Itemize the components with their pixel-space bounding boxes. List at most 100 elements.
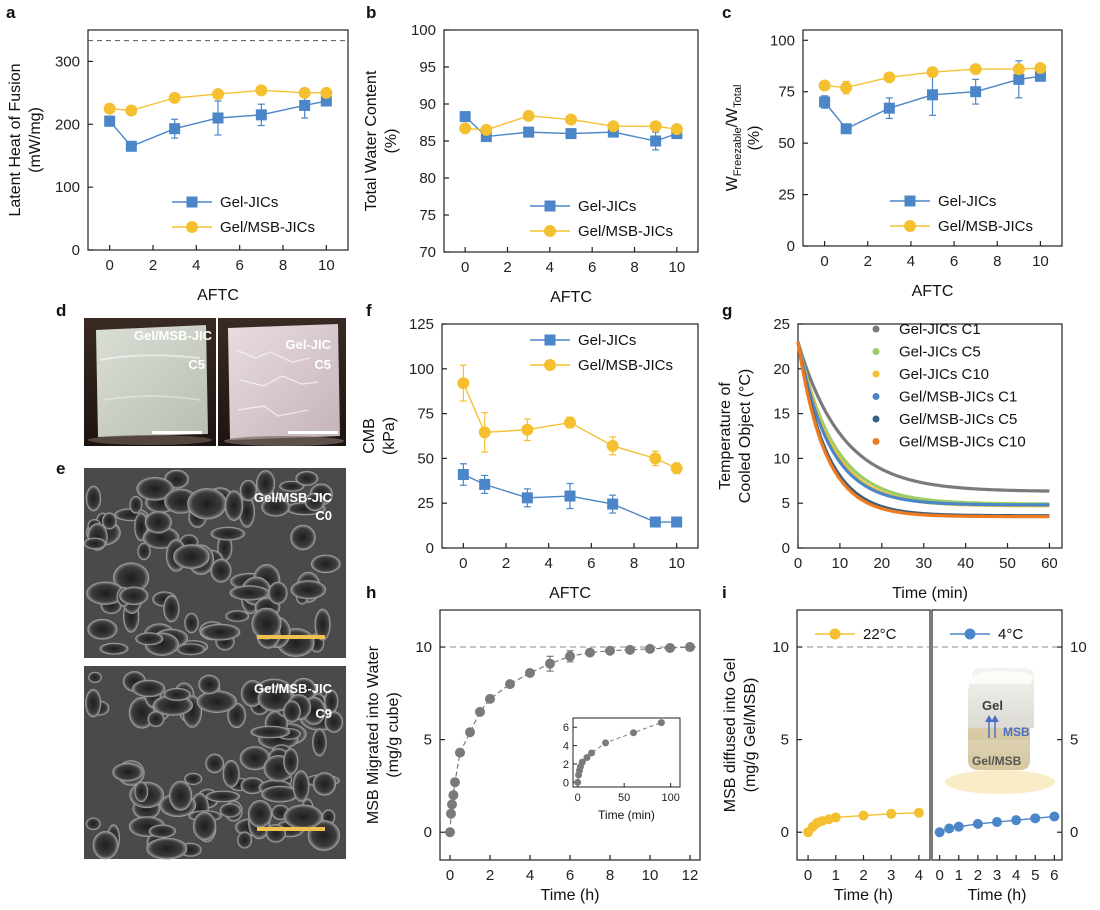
data-point-Gel/MSB-JICs: [1034, 62, 1047, 75]
sem-pore: [92, 831, 119, 860]
panel-label-i: i: [722, 583, 727, 602]
sem-pore: [225, 610, 250, 622]
data-point-Gel/MSB-JICs: [298, 86, 311, 99]
y-axis-label-i: MSB diffused into Gel: [722, 658, 739, 812]
data-point-Gel-JICs: [299, 99, 311, 111]
data-point-Gel/MSB-JICs: [649, 120, 662, 133]
legend-label: Gel/MSB-JICs C10: [899, 434, 1026, 451]
data-point-Gel/MSB-JICs: [1012, 63, 1025, 76]
legend-marker: [872, 415, 880, 423]
data-point-h: [605, 645, 615, 656]
y-tick-label-f: 75: [417, 406, 434, 423]
y-axis-label-i: (mg/g Gel/MSB): [742, 678, 759, 793]
data-point-4°C: [1030, 813, 1041, 824]
chart-a: 0 2 4 6 8 100100200300AFTCGel-JICsGel/MSB-JIC…: [7, 29, 349, 304]
x-tick-label-c: 0: [820, 253, 828, 270]
data-point-Gel-JICs: [671, 516, 683, 528]
inset-y-tick-label: 0: [563, 777, 569, 789]
sem-panel-e: Gel/MSB-JIC C0 Gel/MSB-JIC C9: [83, 468, 346, 860]
inset-data-point: [657, 719, 665, 727]
x-tick-label-i1: 2: [974, 867, 982, 884]
sem-pore: [283, 700, 301, 723]
data-point-4°C: [944, 823, 955, 834]
y-tick-label-f: 100: [409, 361, 434, 378]
data-point-Gel-JICs: [819, 96, 831, 108]
x-tick-label-g: 20: [873, 555, 890, 572]
data-point-h: [505, 679, 515, 690]
data-point-Gel-JICs: [607, 498, 619, 510]
legend-marker: [186, 221, 198, 233]
series-curve-Gel/MSB-JICs C1: [796, 341, 1050, 507]
y-tick-label-i0: 10: [772, 639, 789, 656]
y-axis-label-f: (kPa): [381, 417, 398, 455]
legend-label: Gel-JICs: [938, 193, 996, 210]
x-tick-label-i1: 6: [1050, 867, 1058, 884]
y-axis-unit-c: (%): [746, 126, 763, 151]
x-tick-label-b: 6: [588, 259, 596, 276]
inset-y-tick-label: 6: [563, 722, 569, 734]
y-axis-label-c: WFreezable/WTotal: [724, 85, 744, 192]
legend-label: Gel-JICs C1: [899, 321, 981, 338]
x-axis-label-g: Time (min): [892, 585, 968, 602]
x-tick-label-f: 2: [502, 555, 510, 572]
legend-label: Gel-JICs: [578, 198, 636, 215]
panel-label-f: f: [366, 301, 372, 320]
y-tick-label-f: 25: [417, 495, 434, 512]
cube-label-gel: Gel: [982, 698, 1003, 713]
legend-marker: [872, 438, 880, 445]
legend-label: Gel/MSB-JICs: [220, 219, 315, 236]
sem-pore: [99, 642, 129, 655]
data-point-Gel/MSB-JICs: [565, 113, 577, 126]
legend-marker: [829, 628, 841, 640]
x-tick-label-i0: 1: [832, 867, 840, 884]
legend-label: Gel/MSB-JICs: [578, 357, 673, 374]
data-point-h: [545, 658, 555, 669]
data-point-Gel/MSB-JICs: [478, 426, 491, 439]
photo-label-e2-line2: C9: [315, 706, 332, 721]
data-point-Gel-JICs: [479, 478, 491, 490]
data-point-Gel/MSB-JICs: [564, 416, 576, 429]
chart-i: MSB diffused into Gel (mg/g Gel/MSB)0 1 2 3 4…: [722, 609, 1087, 904]
sem-pore: [261, 497, 291, 517]
x-tick-label-g: 10: [832, 555, 849, 572]
x-tick-label-a: 10: [318, 257, 335, 274]
plot-frame-c: [802, 29, 1063, 247]
sem-pore: [324, 689, 339, 714]
x-tick-label-g: 30: [915, 555, 932, 572]
data-point-h: [565, 651, 575, 662]
x-tick-label-i0: 3: [887, 867, 895, 884]
photo-panel-d: Gel/MSB-JIC C5 Gel-JIC C5: [84, 318, 346, 446]
sem-pore: [83, 537, 107, 550]
chart-h: 0 2 4 6 8 10 12 0 5 10 Time (h) MSB Migrated into W…: [365, 609, 701, 904]
sem-pore: [310, 554, 341, 574]
sem-pore: [85, 817, 101, 831]
photo-label-d2-line1: Gel-JIC: [285, 337, 331, 352]
plot-frame-f: [441, 323, 699, 549]
legend-label: Gel-JICs C5: [899, 344, 981, 361]
x-tick-label-g: 50: [999, 555, 1016, 572]
y-tick-label-g: 0: [782, 540, 790, 557]
sem-pore: [163, 687, 191, 701]
sem-pore: [312, 728, 327, 757]
data-point-Gel/MSB-JICs: [649, 452, 662, 465]
legend-label: 22°C: [863, 626, 897, 643]
inset-data-point: [583, 754, 591, 762]
x-axis-label-a: AFTC: [197, 287, 239, 304]
y-axis-label-part: Total: [732, 85, 744, 108]
x-tick-label-i1: 4: [1012, 867, 1020, 884]
sem-pore: [176, 643, 206, 656]
data-point-h: [455, 747, 465, 758]
legend-marker: [872, 393, 880, 400]
y-axis-label-f: CMB: [361, 418, 378, 454]
sem-pore: [304, 492, 325, 512]
legend-label: Gel/MSB-JICs: [578, 223, 673, 240]
x-axis-label-h: Time (h): [541, 887, 600, 904]
y-tick-label-a: 0: [72, 242, 80, 259]
y-axis-label-a: Latent Heat of Fusion: [7, 64, 24, 217]
sem-pore: [222, 759, 240, 788]
y-tick-label-c: 100: [770, 32, 795, 49]
y-axis-label-b: Total Water Content: [363, 70, 380, 211]
data-point-4°C: [1011, 815, 1022, 826]
data-point-h: [448, 790, 459, 801]
